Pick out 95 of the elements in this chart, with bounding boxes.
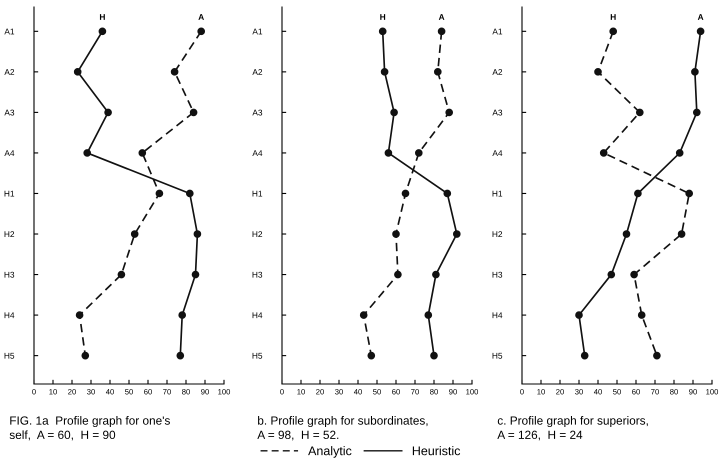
y-tick-label: H1 [492, 190, 502, 196]
point [186, 190, 194, 198]
y-tick-label: A1 [4, 28, 14, 34]
caption: FIG. 1a Profile graph for one's [10, 416, 170, 428]
annotation: H [380, 14, 386, 20]
y-tick-label: A3 [492, 110, 502, 116]
annotation: A [438, 14, 444, 20]
point [384, 149, 392, 157]
point [402, 190, 410, 198]
y-tick-label: H1 [4, 190, 14, 196]
point [190, 108, 198, 116]
point [678, 230, 686, 238]
point [76, 311, 84, 319]
point [622, 230, 630, 238]
point [74, 68, 82, 76]
point [692, 108, 701, 116]
annotation: A [198, 14, 204, 20]
y-tick-label: H3 [492, 272, 502, 278]
point [192, 270, 200, 278]
y-tick-label: H2 [4, 231, 14, 238]
text: A = 126, H = 24 [497, 430, 582, 440]
y-tick-label: H1 [252, 190, 262, 196]
y-tick-label: A2 [252, 69, 262, 75]
annotation: H [100, 14, 105, 20]
y-tick-label: A4 [252, 150, 262, 156]
y-tick-label: A1 [492, 28, 502, 34]
point [575, 311, 583, 319]
point [452, 230, 461, 238]
point [434, 68, 442, 76]
y-tick-label: H4 [492, 312, 502, 318]
point [390, 108, 398, 116]
legend-label: Heuristic [412, 446, 460, 456]
point [685, 190, 694, 198]
y-tick-label: H5 [492, 352, 502, 359]
point [414, 149, 423, 157]
point [594, 68, 602, 76]
point [170, 68, 178, 76]
y-tick-label: A2 [492, 69, 502, 75]
point [83, 149, 92, 157]
point [634, 190, 642, 198]
point [178, 311, 186, 319]
y-tick-label: H2 [492, 231, 502, 238]
y-tick-label: H4 [4, 312, 14, 318]
point [630, 270, 638, 278]
point [194, 230, 202, 238]
text: c. Profile graph for superiors, [498, 416, 648, 428]
y-tick-label: H4 [252, 312, 262, 318]
point [696, 28, 704, 36]
legend-label: Analytic [308, 446, 352, 458]
point [424, 311, 432, 319]
y-tick-label: H5 [4, 352, 14, 359]
annotation: H [610, 14, 616, 20]
point [607, 270, 616, 278]
point [609, 28, 618, 36]
text: self, A = 60, H = 90 [10, 430, 116, 440]
point [432, 270, 440, 278]
annotation: A [698, 14, 704, 20]
point [638, 311, 646, 319]
y-tick-label: A3 [252, 110, 262, 116]
point [691, 68, 699, 76]
point [118, 270, 126, 278]
y-tick-label: A1 [252, 28, 262, 34]
point [653, 352, 661, 360]
point [676, 149, 684, 157]
point [130, 230, 139, 238]
text: A = 98, H = 52. [257, 430, 338, 440]
y-tick-label: H2 [252, 231, 262, 238]
point [600, 149, 608, 157]
point [443, 190, 452, 198]
point [176, 352, 184, 360]
point [580, 352, 589, 360]
point [380, 68, 388, 76]
point [636, 108, 644, 116]
point [360, 311, 368, 319]
point [394, 270, 402, 278]
text: b. Profile graph for subordinates, [258, 416, 428, 428]
y-tick-label: A4 [492, 150, 502, 156]
point [197, 28, 206, 36]
point [392, 230, 400, 238]
y-tick-label: H5 [252, 352, 262, 359]
y-tick-label: H3 [4, 272, 14, 278]
point [138, 149, 146, 157]
point [378, 28, 387, 36]
point [430, 352, 438, 360]
point [98, 28, 106, 36]
point [81, 352, 90, 360]
y-tick-label: A3 [4, 110, 14, 116]
y-tick-label: A2 [4, 69, 14, 75]
point [156, 190, 164, 198]
point [438, 28, 446, 36]
point [104, 108, 112, 116]
point [367, 352, 376, 360]
y-tick-label: H3 [252, 272, 262, 278]
y-tick-label: A4 [4, 150, 14, 156]
point [445, 108, 454, 116]
